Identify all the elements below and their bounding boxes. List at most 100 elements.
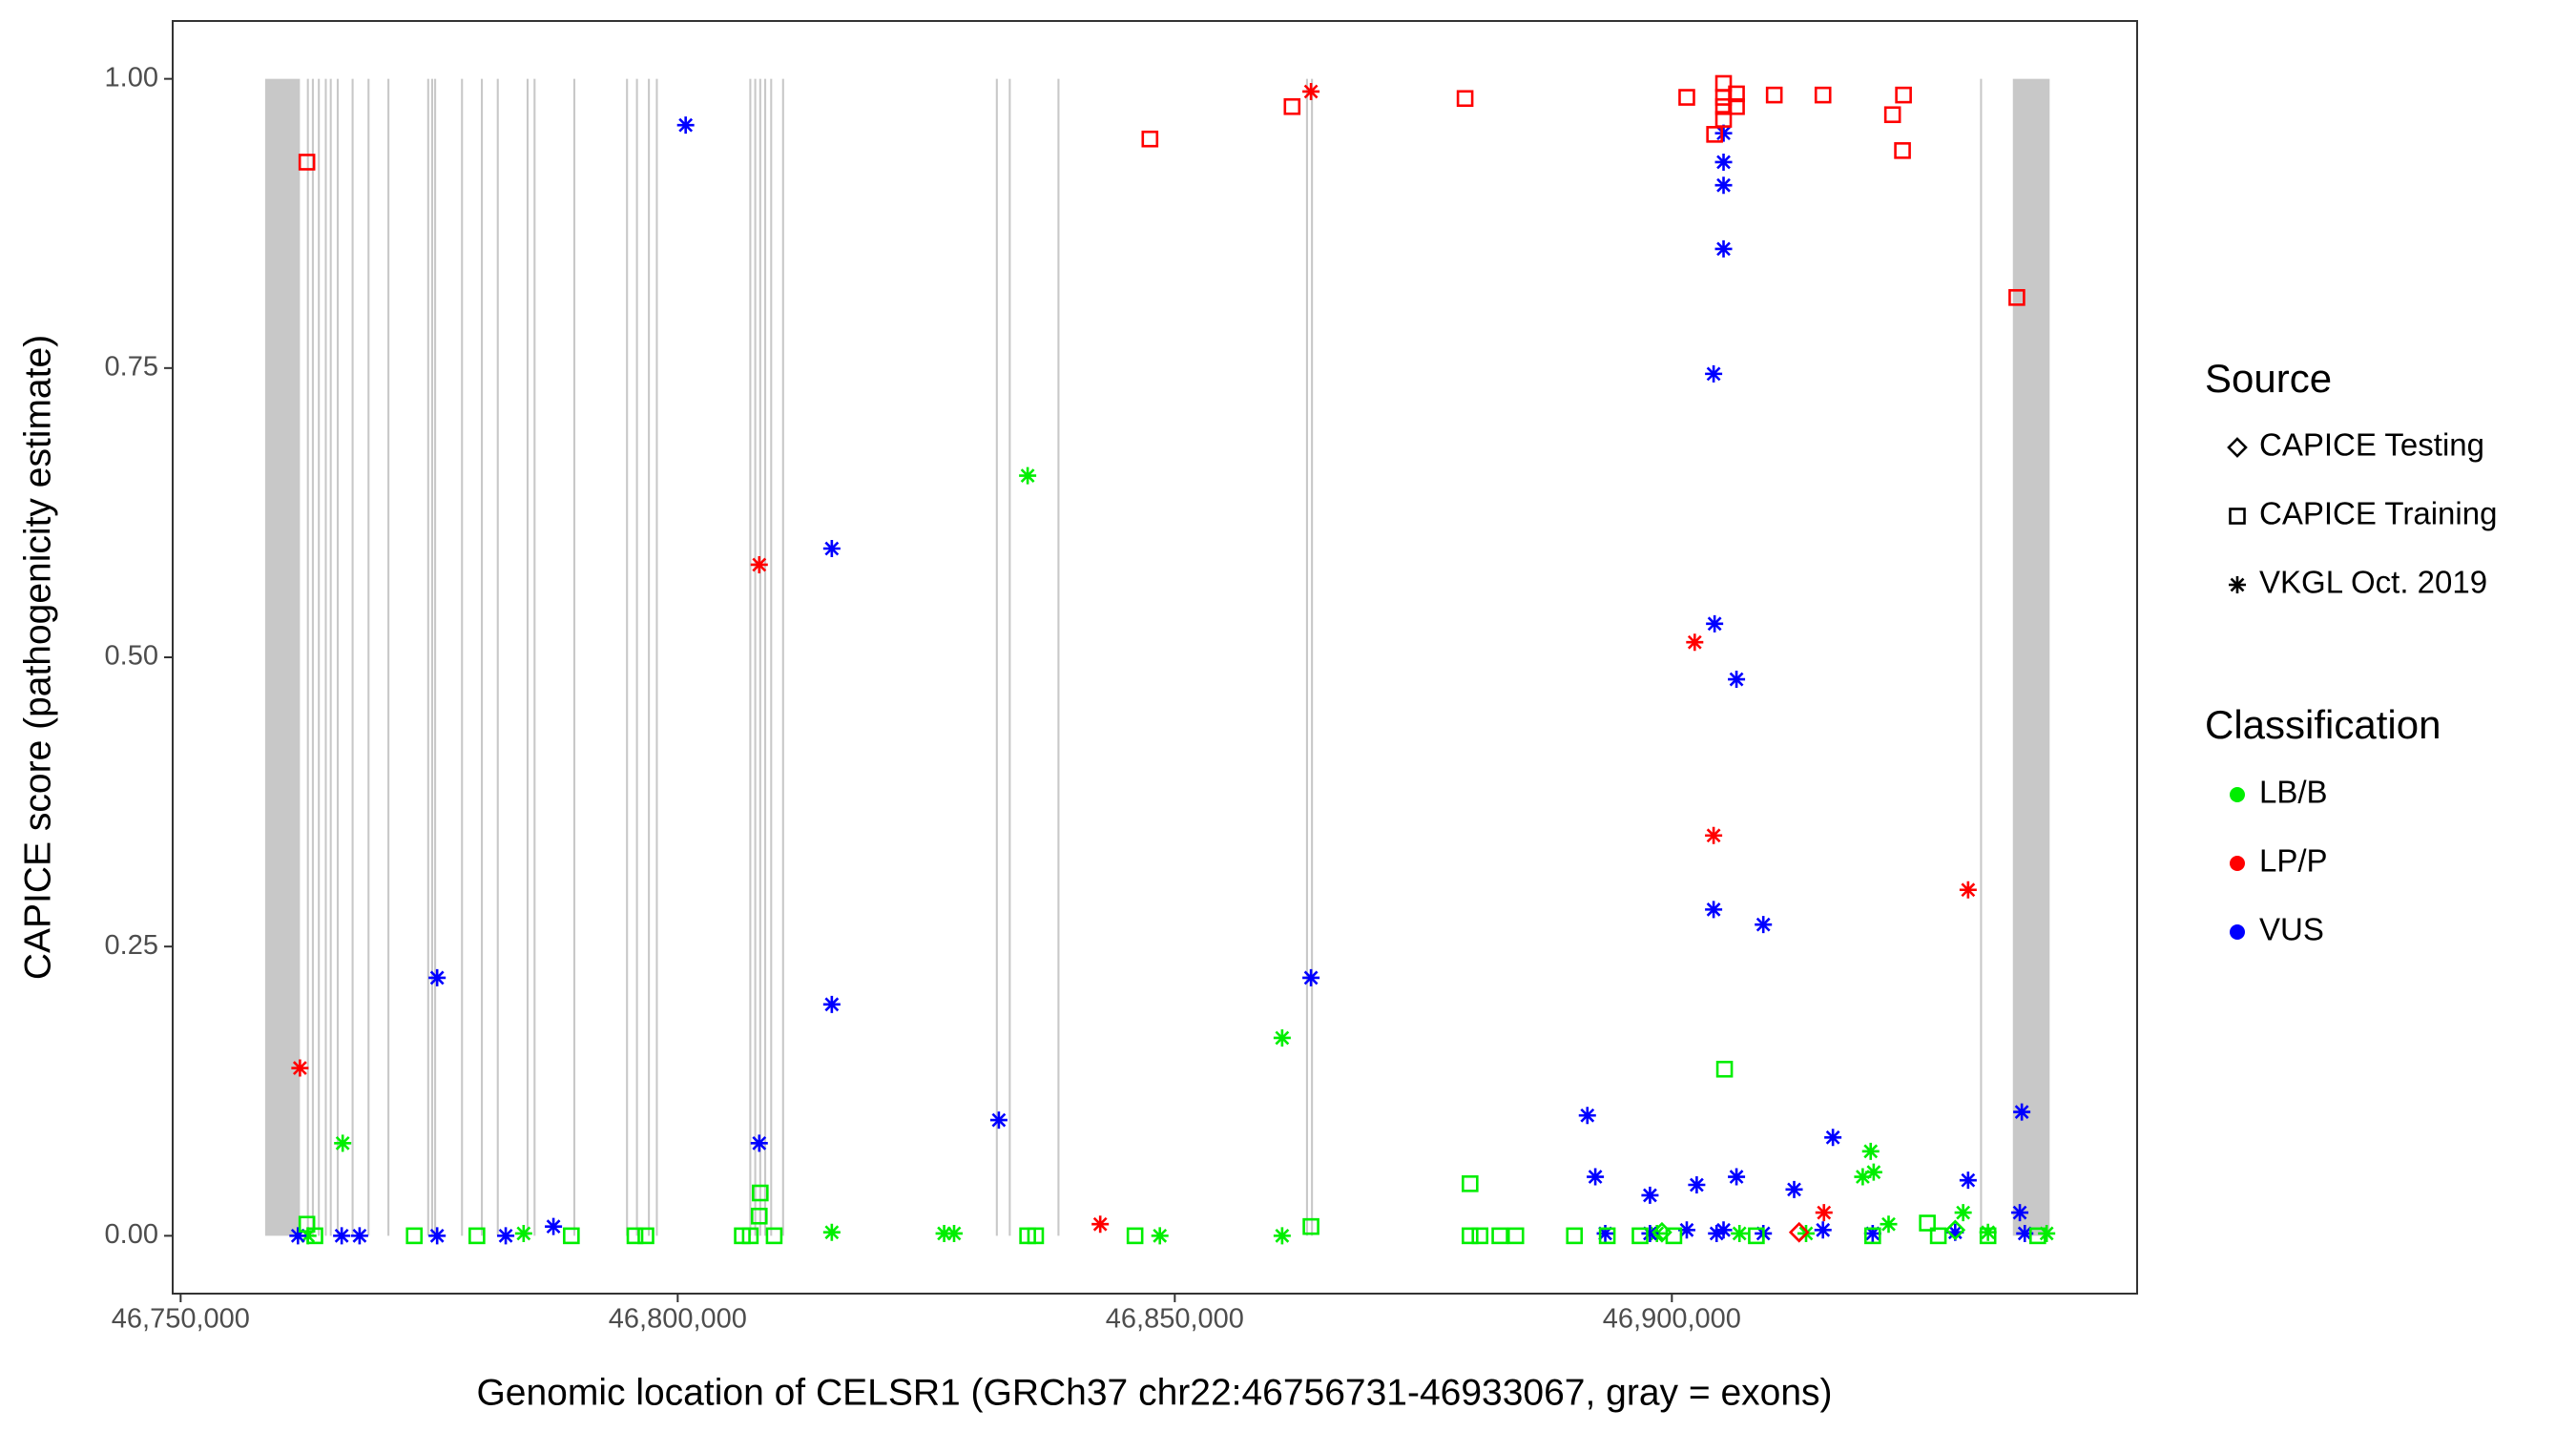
point [1471, 1227, 1489, 1245]
point [1854, 1168, 1872, 1186]
exon [1008, 78, 1011, 1236]
legend-title: Classification [2205, 702, 2441, 747]
point [1814, 86, 1832, 104]
x-axis-title: Genomic location of CELSR1 (GRCh37 chr22… [476, 1372, 1832, 1413]
point [1598, 1227, 1616, 1245]
point [1506, 1227, 1525, 1245]
exon [306, 78, 309, 1236]
exon [311, 78, 314, 1236]
exon [749, 78, 752, 1236]
point [989, 1111, 1008, 1130]
point [428, 968, 447, 986]
point [1714, 124, 1733, 142]
point [1714, 111, 1733, 128]
point [1946, 1223, 1964, 1241]
point [1714, 89, 1733, 106]
point [1788, 1221, 1810, 1243]
point [1705, 901, 1723, 919]
y-tick-label: 0.50 [105, 641, 158, 672]
plot-border [172, 20, 2138, 1295]
point [1714, 97, 1733, 115]
point [405, 1227, 424, 1245]
point [822, 1223, 841, 1241]
exon [367, 78, 370, 1236]
point [545, 1217, 563, 1235]
point [2016, 1224, 2034, 1242]
point [2008, 289, 2025, 306]
point [1566, 1227, 1584, 1245]
point [334, 1134, 352, 1152]
point [1863, 1224, 1881, 1242]
point [1979, 1227, 1997, 1245]
x-tick-label: 46,800,000 [609, 1304, 747, 1335]
point [497, 1227, 515, 1245]
point [1019, 467, 1037, 485]
point [1944, 1219, 1966, 1241]
point [2028, 1227, 2046, 1245]
point [1728, 1168, 1746, 1186]
point [1491, 1227, 1508, 1245]
exon [426, 78, 429, 1236]
exon [754, 78, 757, 1236]
legend-label: VUS [2259, 912, 2324, 947]
point [1714, 153, 1733, 171]
point [2013, 1103, 2031, 1121]
point [1641, 1224, 1659, 1242]
point [298, 154, 316, 171]
y-axis-title: CAPICE score (pathogenicity estimate) [17, 335, 58, 980]
exon [635, 78, 638, 1236]
point [1151, 1227, 1169, 1245]
point [1302, 968, 1320, 986]
point [1686, 633, 1704, 652]
point [1578, 1107, 1596, 1125]
exon [461, 78, 464, 1236]
exon [387, 78, 390, 1236]
legend-symbol [2230, 856, 2245, 871]
point [1706, 126, 1723, 143]
point [1765, 86, 1783, 104]
point [1141, 130, 1159, 148]
point [1677, 1221, 1695, 1239]
point [1705, 826, 1723, 844]
point [1714, 1221, 1733, 1239]
point [752, 1184, 769, 1202]
point [1919, 1214, 1936, 1232]
exon [434, 78, 437, 1236]
point [306, 1227, 323, 1245]
exon [648, 78, 651, 1236]
point [1755, 916, 1773, 934]
point [1631, 1227, 1649, 1245]
legend-symbol [2229, 576, 2246, 593]
point [1959, 881, 1977, 899]
point [1706, 614, 1724, 633]
legend-title: Source [2205, 356, 2332, 401]
exon [2012, 78, 2050, 1236]
y-tick-label: 0.75 [105, 351, 158, 382]
point [1273, 1028, 1291, 1047]
point [350, 1227, 368, 1245]
point [1815, 1204, 1833, 1222]
point [637, 1227, 654, 1245]
point [626, 1227, 644, 1245]
exon [430, 78, 434, 1236]
point [1273, 1227, 1291, 1245]
point [1708, 1224, 1726, 1242]
exon [526, 78, 530, 1236]
point [1864, 1227, 1881, 1245]
point [1027, 1227, 1045, 1245]
legend-label: CAPICE Testing [2259, 427, 2484, 463]
point [750, 1207, 768, 1225]
point [1462, 1227, 1479, 1245]
point [1728, 671, 1746, 689]
legend-label: LP/P [2259, 843, 2328, 879]
point [1126, 1227, 1144, 1245]
point [333, 1227, 351, 1245]
point [563, 1227, 580, 1245]
point [1456, 90, 1474, 108]
point [1880, 1215, 1898, 1234]
point [1283, 97, 1301, 115]
exon [533, 78, 536, 1236]
exon [781, 78, 784, 1236]
point [750, 555, 768, 573]
